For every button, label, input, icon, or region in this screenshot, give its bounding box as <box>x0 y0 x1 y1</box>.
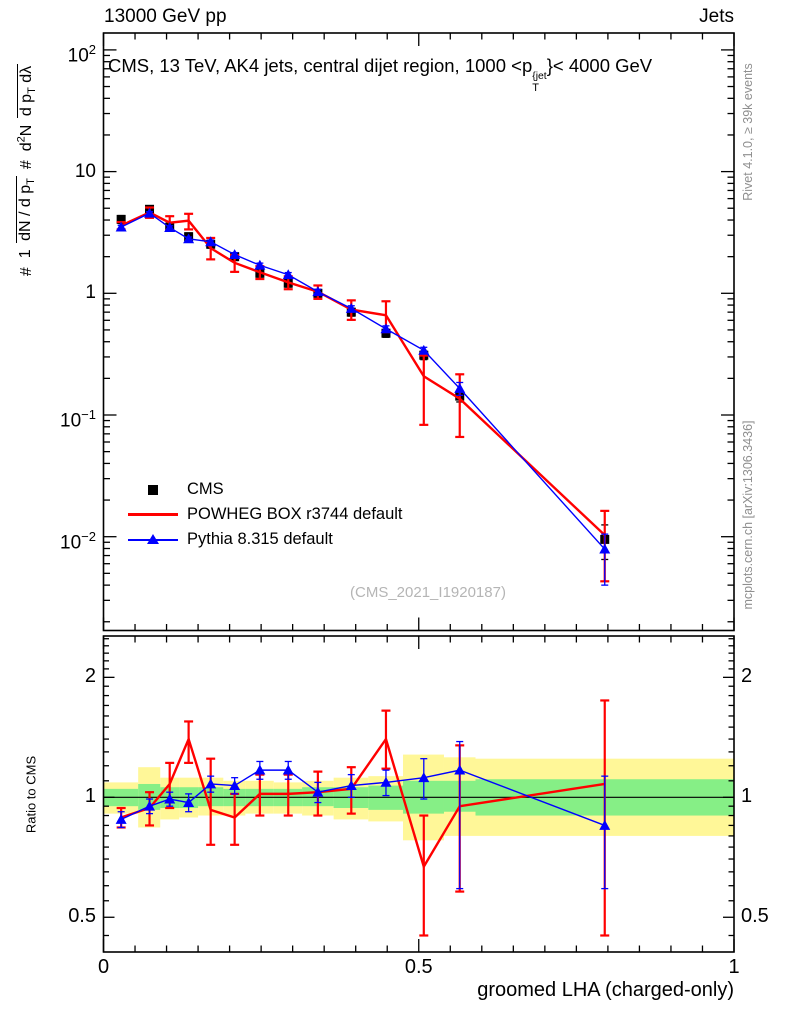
cms-series <box>116 204 610 561</box>
ratio-panel-series <box>115 699 611 937</box>
main-panel-series <box>115 204 611 586</box>
pythia-series <box>115 207 611 586</box>
pythia-ratio-series <box>115 740 611 890</box>
axis-ticks <box>102 33 735 952</box>
ratio-frame <box>102 635 735 953</box>
main-frame <box>102 32 735 632</box>
powheg-series <box>116 206 610 583</box>
